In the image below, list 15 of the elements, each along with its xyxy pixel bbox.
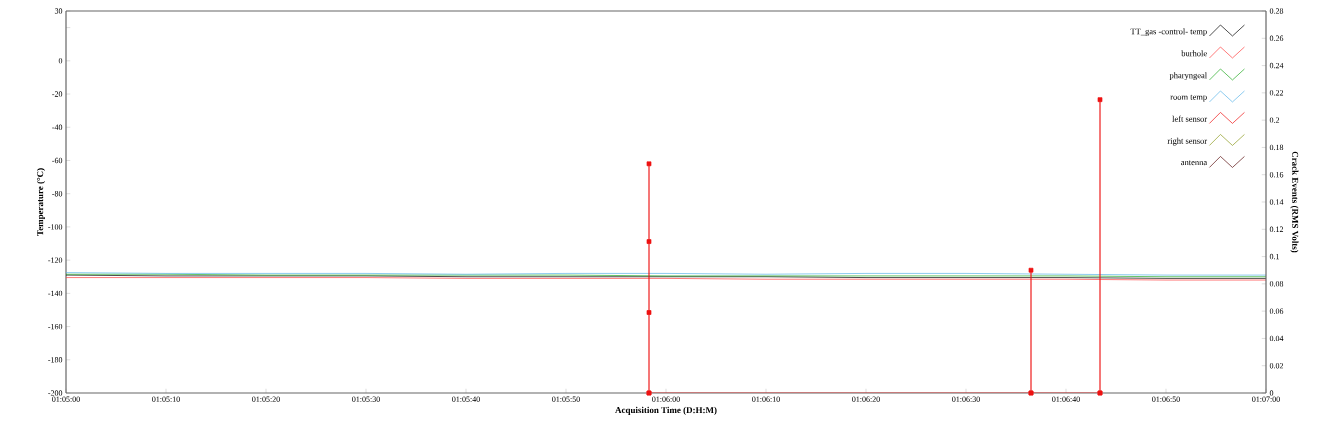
legend-label: TT_gas -control- temp <box>1130 28 1207 37</box>
point <box>646 310 652 315</box>
legend-label: left sensor <box>1172 115 1208 122</box>
legend-label: antenna <box>1181 160 1208 166</box>
y2-axis-title: Crack Events (RMS Volts) <box>1290 151 1299 253</box>
legend-label: room temp <box>1170 94 1207 102</box>
point <box>646 161 652 167</box>
legend-label: burhole <box>1181 50 1207 57</box>
point <box>1097 97 1103 103</box>
x-axis-title: Acquisition Time (D:H:M) <box>615 406 717 415</box>
legend-label: pharyngeal <box>1169 72 1207 80</box>
point <box>646 239 652 244</box>
y-axis-title: Temperature (°C) <box>36 168 46 236</box>
point <box>1028 267 1034 273</box>
legend-label: right sensor <box>1167 137 1208 146</box>
